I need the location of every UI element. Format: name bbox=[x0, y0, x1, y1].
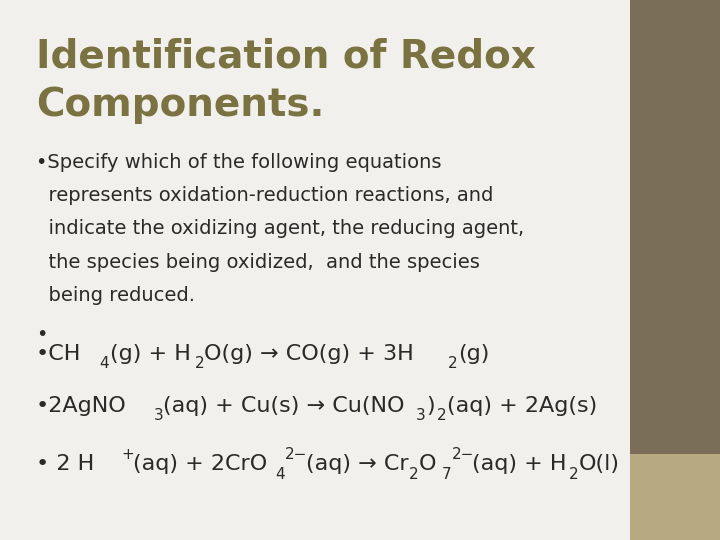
Text: •Specify which of the following equations: •Specify which of the following equation… bbox=[36, 152, 441, 172]
Text: (aq) + 2CrO: (aq) + 2CrO bbox=[133, 454, 267, 475]
Text: •: • bbox=[36, 325, 48, 345]
Text: represents oxidation-reduction reactions, and: represents oxidation-reduction reactions… bbox=[36, 186, 493, 205]
Text: •2AgNO: •2AgNO bbox=[36, 396, 127, 416]
Text: 2: 2 bbox=[448, 356, 457, 371]
Text: 2−: 2− bbox=[452, 447, 474, 462]
Text: O(g) → CO(g) + 3H: O(g) → CO(g) + 3H bbox=[204, 343, 414, 364]
Text: O: O bbox=[419, 454, 436, 475]
Text: (aq) + Cu(s) → Cu(NO: (aq) + Cu(s) → Cu(NO bbox=[163, 396, 405, 416]
Text: the species being oxidized,  and the species: the species being oxidized, and the spec… bbox=[36, 253, 480, 272]
Text: +: + bbox=[121, 447, 134, 462]
Text: indicate the oxidizing agent, the reducing agent,: indicate the oxidizing agent, the reduci… bbox=[36, 219, 524, 239]
Text: being reduced.: being reduced. bbox=[36, 286, 195, 306]
Text: (aq) → Cr: (aq) → Cr bbox=[306, 454, 409, 475]
Text: 2: 2 bbox=[437, 408, 446, 423]
Text: 3: 3 bbox=[416, 408, 426, 423]
Text: 2: 2 bbox=[409, 467, 418, 482]
Text: • 2 H: • 2 H bbox=[36, 454, 94, 475]
Text: 2−: 2− bbox=[285, 447, 307, 462]
Text: Components.: Components. bbox=[36, 86, 325, 124]
Text: 7: 7 bbox=[442, 467, 451, 482]
Text: 3: 3 bbox=[153, 408, 163, 423]
Text: 2: 2 bbox=[194, 356, 204, 371]
Text: (g) + H: (g) + H bbox=[110, 343, 191, 364]
Text: O(l): O(l) bbox=[579, 454, 620, 475]
Text: 4: 4 bbox=[99, 356, 109, 371]
Bar bbox=[630, 0, 720, 454]
Text: 2: 2 bbox=[569, 467, 578, 482]
Bar bbox=[630, 454, 720, 540]
Text: •CH: •CH bbox=[36, 343, 81, 364]
Text: 4: 4 bbox=[275, 467, 284, 482]
Text: Identification of Redox: Identification of Redox bbox=[36, 38, 536, 76]
Text: ): ) bbox=[426, 396, 435, 416]
Text: (aq) + H: (aq) + H bbox=[472, 454, 566, 475]
Text: (g): (g) bbox=[458, 343, 490, 364]
Text: (aq) + 2Ag(s): (aq) + 2Ag(s) bbox=[447, 396, 598, 416]
